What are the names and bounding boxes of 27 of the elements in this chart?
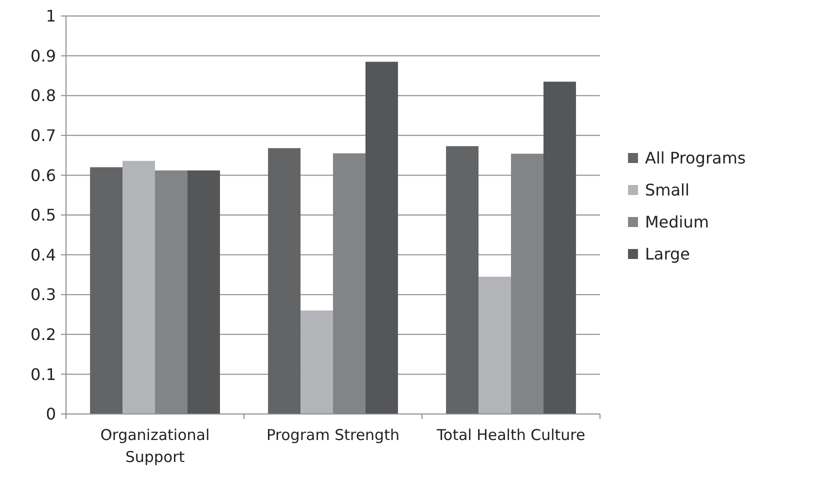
legend-label: Large [645,244,690,264]
y-tick-label: 0.9 [30,46,56,66]
bar [446,146,479,414]
bar [187,170,220,414]
x-tick-label: Organizational Support [100,426,210,466]
y-tick-label: 0.8 [30,86,56,106]
y-tick-label: 1 [46,6,56,26]
y-tick-label: 0.3 [30,285,56,304]
x-tick-label: Program Strength [266,426,400,444]
y-tick-label: 0.7 [30,126,56,145]
bar [365,62,398,414]
bar [543,82,576,414]
x-tick-label: Total Health Culture [436,426,586,444]
y-tick-label: 0.4 [30,245,56,264]
legend-label: Small [645,180,690,200]
bar [122,160,155,414]
bar [300,310,333,414]
legend-label: All Programs [645,148,746,168]
y-tick-label: 0.2 [30,325,56,344]
y-tick-label: 0.6 [30,166,56,185]
y-tick-label: 0 [46,404,56,424]
legend-label: Medium [645,212,709,232]
y-tick-label: 0.5 [30,206,56,225]
bar [268,148,301,414]
bar [478,276,511,414]
bar [90,167,123,414]
y-tick-label: 0.1 [30,364,56,384]
